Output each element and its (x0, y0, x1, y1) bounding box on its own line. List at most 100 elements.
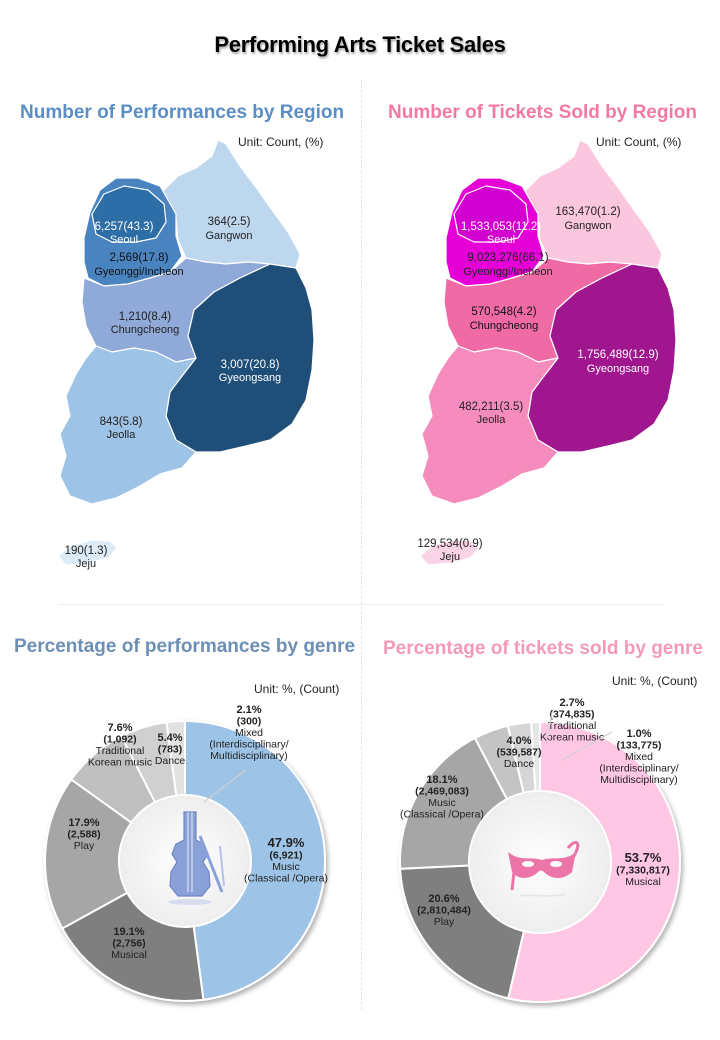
donut-slice[interactable] (399, 864, 526, 1000)
horizontal-divider (58, 604, 664, 605)
region-seoul[interactable] (91, 185, 167, 243)
performances-region-map: 6,257(43.3) Seoul 364(2.5) Gangwon 2,569… (57, 139, 315, 570)
donut-tickets-unit: Unit: %, (Count) (612, 674, 698, 688)
map-label-value: 9,023,276(66.1) (467, 252, 548, 264)
donut-performances-title: Percentage of performances by genre (14, 636, 356, 657)
donut-label-line: Music (272, 861, 299, 873)
donut-label-line: 47.9% (268, 835, 305, 850)
region-gangwon[interactable] (523, 139, 663, 269)
map-tickets-title: Number of Tickets Sold by Region (388, 102, 697, 123)
theater-mask-icon (508, 840, 580, 897)
map-label-name: Chungcheong (111, 324, 180, 336)
donut-label-line: Play (434, 916, 455, 928)
donut-label-line: (Classical /Opera) (400, 809, 484, 821)
map-label-value: 364(2.5) (208, 216, 251, 228)
map-label-value: 6,257(43.3) (95, 221, 154, 233)
donut-label-line: (1,092) (103, 734, 136, 746)
main-title: Performing Arts Ticket Sales (214, 32, 506, 57)
performances-genre-donut: 47.9% (6,921) Music (Classical /Opera) 19.1%… (44, 704, 328, 1002)
donut-label-line: Traditional (96, 745, 145, 757)
donut-slice-label: 5.4% (783) Dance (155, 732, 186, 767)
donut-label-line: 2.7% (559, 697, 584, 709)
label-leader-line (547, 711, 553, 739)
donut-slice-label: 17.9% (2,588) Play (67, 817, 100, 852)
map-label-value: 2,569(17.8) (110, 252, 169, 264)
map-label-name: Chungcheong (470, 320, 539, 332)
donut-label-line: (2,588) (67, 829, 100, 841)
region-gyeongsang[interactable] (527, 263, 677, 453)
donut-slice-label: 47.9% (6,921) Music (Classical /Opera) (244, 835, 328, 885)
map-label-name: Gyeongsang (587, 363, 649, 375)
label-leader-line (561, 731, 613, 761)
label-leader-line (203, 769, 247, 803)
donut-label-line: (783) (158, 744, 183, 756)
region-jeju[interactable] (419, 539, 480, 566)
tickets-genre-donut: 53.7% (7,330,817) Musical 20.6% (2,810,484) P… (399, 697, 681, 1003)
donut-label-line: 20.6% (428, 893, 459, 905)
map-performances-title: Number of Performances by Region (20, 102, 345, 123)
map-label-value: 163,470(1.2) (555, 206, 620, 218)
map-label-value: 1,756,489(12.9) (577, 349, 658, 361)
donut-slice-label: 19.1% (2,756) Musical (111, 926, 147, 961)
map-label-name: Gangwon (564, 220, 611, 232)
donut-label-line: Dance (504, 758, 535, 770)
region-jeolla[interactable] (59, 345, 197, 505)
donut-label-line: (300) (237, 716, 262, 728)
map-label-value: 1,210(8.4) (119, 311, 172, 323)
map-label-name: Jeju (440, 551, 460, 563)
donut-label-line: 18.1% (426, 774, 457, 786)
map-label-value: 843(5.8) (100, 416, 143, 428)
map-performances-unit: Unit: Count, (%) (238, 135, 324, 149)
donut-slice-label: 7.6% (1,092) Traditional Korean music (88, 722, 152, 769)
donut-slice[interactable] (184, 719, 326, 1001)
map-label-name: Gyeonggi/Incheon (94, 266, 183, 278)
donut-slice-label: 4.0% (539,587) Dance (497, 735, 542, 770)
donut-label-line: Play (74, 840, 95, 852)
map-label-name: Jeolla (477, 414, 507, 426)
map-label-name: Jeju (76, 558, 96, 570)
donut-label-line: Mixed (235, 727, 263, 739)
map-label-value: 482,211(3.5) (459, 401, 524, 413)
donut-label-line: (Classical /Opera) (244, 873, 328, 885)
donut-slice[interactable] (530, 720, 541, 793)
region-jeju[interactable] (57, 539, 118, 566)
violin-icon (168, 811, 225, 905)
donut-slice-label: 2.7% (374,835) Traditional Korean music (540, 697, 604, 744)
donut-label-line: (Interdisciplinary/ (599, 763, 678, 775)
map-label-value: 129,534(0.9) (417, 538, 482, 550)
donut-slice[interactable] (44, 778, 133, 930)
donut-label-line: 4.0% (506, 735, 531, 747)
donut-slice-label: 20.6% (2,810,484) Play (417, 893, 471, 928)
donut-slice[interactable] (507, 720, 681, 1003)
donut-slice-label: 2.1% (300) Mixed (Interdisciplinary/Multidi… (209, 704, 288, 762)
donut-label-line: (2,756) (112, 938, 145, 950)
map-label-value: 190(1.3) (65, 545, 108, 557)
region-gangwon[interactable] (161, 139, 301, 269)
map-label-name: Gangwon (205, 230, 252, 242)
map-label-name: Gyeongsang (219, 372, 281, 384)
map-label-value: 1,533,053(11.2) (461, 221, 542, 233)
donut-label-line: (133,775) (617, 740, 662, 752)
region-jeolla[interactable] (421, 345, 559, 505)
donut-slice[interactable] (60, 891, 205, 1002)
donut-label-line: 7.6% (107, 722, 132, 734)
donut-label-line: 2.1% (236, 704, 261, 716)
donut-label-line: (539,587) (497, 747, 542, 759)
region-seoul[interactable] (453, 185, 529, 243)
region-gyeongsang[interactable] (165, 263, 315, 453)
donut-label-line: Musical (111, 949, 147, 961)
map-label-name: Jeolla (107, 429, 137, 441)
donut-slice[interactable] (165, 719, 186, 797)
donut-label-line: (2,810,484) (417, 905, 471, 917)
donut-label-line: Korean music (540, 732, 604, 744)
donut-tickets-title: Percentage of tickets sold by genre (383, 638, 703, 659)
map-label-value: 3,007(20.8) (221, 359, 280, 371)
donut-label-line: (7,330,817) (616, 865, 670, 877)
donut-slice[interactable] (399, 736, 509, 870)
tickets-region-map: 1,533,053(11.2) Seoul 163,470(1.2) Gangw… (417, 139, 677, 566)
donut-label-line: 53.7% (625, 850, 662, 865)
donut-label-line: (2,469,083) (415, 786, 469, 798)
map-label-name: Seoul (110, 234, 138, 246)
map-label-name: Gyeonggi/Incheon (463, 266, 552, 278)
donut-slice-label: 1.0% (133,775) Mixed (Interdisciplinary/Mul… (599, 728, 678, 786)
